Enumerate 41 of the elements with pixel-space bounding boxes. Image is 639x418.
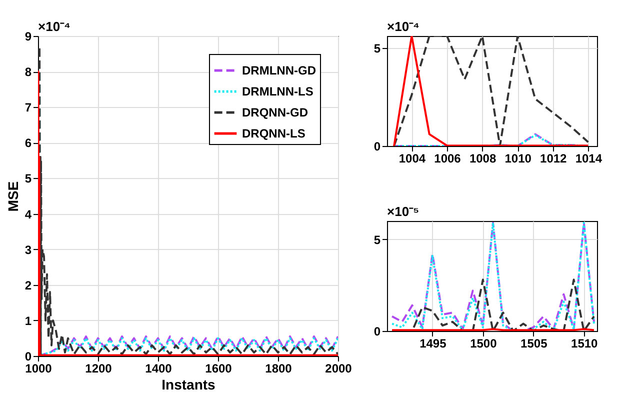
y-tick-label: 8 [24,65,32,80]
line-series [393,36,590,146]
x-tick-label: 1400 [145,362,172,376]
text: ×10⁻⁴ [38,19,70,34]
x-tick-label: 1505 [520,336,548,350]
x-tick-label: 1510 [571,336,598,350]
y-tick-label: 6 [24,136,32,150]
x-tick-label: 1000 [25,362,52,376]
line-series [391,222,595,331]
x-tick-label: 1600 [205,362,232,376]
legend-label: DRMLNN-GD [242,64,316,78]
y-tick-label: 4 [24,207,32,222]
x-tick-label: 1500 [470,336,498,350]
y-tick-label: 2 [24,278,32,292]
text: ×10⁻⁴ [387,19,420,34]
x-tick-label: 1006 [434,152,462,166]
x-axis-title: Instants [162,376,216,392]
y-tick-label: 7 [24,100,32,115]
x-tick-label: 2000 [325,362,352,376]
y-tick-label: 0 [24,350,32,364]
legend-label: DRMLNN-LS [242,84,314,98]
x-tick-label: 1008 [469,152,496,166]
y-tick-label: 1 [24,314,32,328]
y-tick-label: 3 [24,242,32,257]
y-tick-label: 5 [374,41,381,56]
y-tick-label: 5 [374,232,381,247]
y-axis-title: MSE [4,181,21,212]
legend-label: DRQNN-LS [242,126,306,140]
x-tick-label: 1200 [85,362,112,376]
x-tick-label: 1495 [420,336,447,350]
y-tick-label: 0 [374,324,381,338]
text: ×10⁻⁵ [387,204,420,219]
x-tick-label: 1004 [398,152,426,166]
x-tick-label: 1014 [575,152,602,166]
y-tick-label: 9 [24,30,32,44]
y-tick-label: 0 [374,140,381,154]
legend-label: DRQNN-GD [242,106,308,120]
x-tick-label: 1800 [265,362,292,376]
x-tick-label: 1010 [504,152,532,166]
x-tick-label: 1012 [540,152,568,166]
y-tick-label: 5 [24,172,32,186]
